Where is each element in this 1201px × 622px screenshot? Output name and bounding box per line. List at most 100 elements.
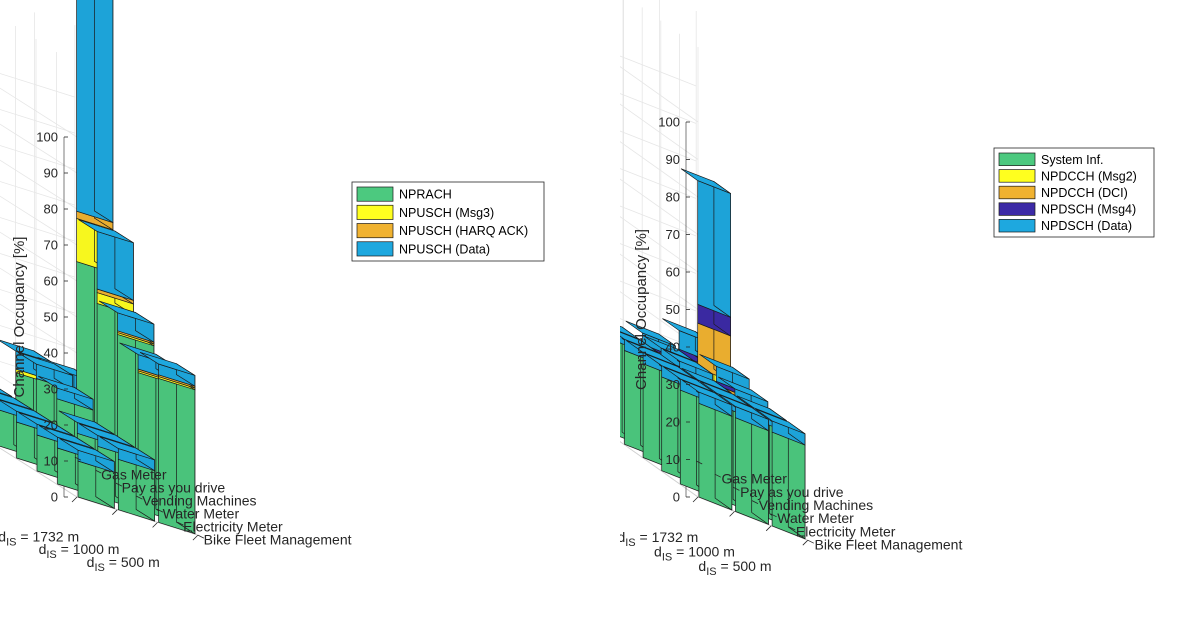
bar-top [59, 438, 115, 462]
z-tick-label: 60 [666, 265, 680, 280]
z-tick-label: 0 [51, 490, 58, 505]
legend-entry: NPDSCH (Msg4) [1041, 203, 1136, 217]
application-label: Bike Fleet Management [815, 537, 963, 553]
application-label: Water Meter [777, 510, 854, 526]
bar-top [78, 219, 134, 244]
z-tick-label: 10 [666, 452, 680, 467]
application-label: Water Meter [163, 506, 240, 522]
distance-label: dIS = 1732 m [620, 529, 698, 549]
bar-top [0, 393, 33, 410]
bar-top [0, 399, 53, 423]
bar-top [755, 408, 806, 435]
application-label: Pay as you drive [122, 480, 226, 496]
legend-swatch [998, 185, 1036, 200]
legend-entry: NPDCCH (DCI) [1041, 186, 1128, 200]
distance-label: dIS = 1732 m [0, 528, 79, 548]
y-axis-label: Channel Occupancy [%] [633, 229, 650, 390]
z-tick-label: 90 [44, 166, 58, 181]
y-axis-label: Channel Occupancy [%] [11, 237, 28, 398]
legend-entry: NPUSCH (Data) [399, 242, 490, 256]
bar-top [717, 376, 769, 403]
bar-top [663, 366, 714, 393]
z-tick-label: 100 [36, 130, 58, 145]
z-tick-label: 70 [666, 227, 680, 242]
bar-stack [99, 436, 155, 522]
bar-top [98, 300, 155, 325]
distance-label: dIS = 1000 m [39, 541, 120, 561]
bar-segment-side [94, 0, 114, 224]
legend-entry: NPUSCH (Msg3) [399, 206, 494, 220]
application-label: Gas Meter [101, 467, 167, 483]
bar-stack [718, 394, 769, 526]
bar-top [681, 367, 732, 394]
distance-label: dIS = 500 m [698, 558, 771, 578]
legend-entry: NPDSCH (Data) [1041, 219, 1132, 233]
bar-top [644, 353, 695, 379]
legend: NPRACH NPUSCH (Msg3) NPUSCH (HARQ ACK) NPUS… [351, 181, 545, 262]
z-tick-label: 50 [44, 310, 58, 325]
bar-top [699, 354, 750, 380]
z-tick-label: 50 [666, 302, 680, 317]
bar-top [17, 352, 73, 376]
application-label: Bike Fleet Management [204, 532, 352, 548]
distance-label: dIS = 500 m [87, 554, 160, 574]
z-tick-label: 30 [44, 382, 58, 397]
legend-swatch [998, 219, 1036, 233]
bar-top [718, 394, 769, 420]
application-label: Electricity Meter [796, 523, 896, 539]
bar-top [58, 410, 114, 435]
z-tick-label: 10 [44, 454, 58, 469]
legend-swatch [356, 241, 394, 257]
application-label: Pay as you drive [740, 484, 844, 500]
bar-top [38, 375, 94, 400]
z-tick-label: 80 [666, 190, 680, 205]
legend-entry: NPRACH [399, 188, 452, 202]
chart-right: 0 10 20 30 40 50 60 70 80 90 100 Channel Occupancy … [620, 0, 1155, 578]
bar-segment-side [714, 403, 733, 511]
z-tick-label: 40 [44, 346, 58, 361]
legend-swatch [998, 202, 1036, 216]
bar-top [0, 388, 12, 397]
bar-top [680, 168, 731, 194]
distance-label: dIS = 1000 m [654, 544, 735, 564]
legend: System Inf. NPDCCH (Msg2) NPDCCH (DCI) NPDS… [993, 147, 1155, 238]
z-tick-label: 40 [666, 340, 680, 355]
z-tick-label: 100 [658, 115, 680, 130]
application-label: Vending Machines [142, 493, 256, 509]
z-tick-label: 0 [673, 490, 680, 505]
bar-segment-side [713, 180, 731, 318]
bar-top [662, 349, 713, 375]
legend-swatch [998, 152, 1036, 166]
bar-top [625, 320, 676, 347]
bar-top [620, 325, 640, 340]
bar-top [99, 436, 155, 461]
z-tick-label: 30 [666, 377, 680, 392]
bar-top [79, 423, 135, 448]
legend-swatch [998, 169, 1036, 183]
bar-top [699, 381, 751, 407]
application-label: Gas Meter [722, 471, 788, 487]
legend-swatch [356, 223, 394, 239]
application-label: Vending Machines [759, 497, 873, 513]
chart-left: 0 10 20 30 40 50 60 70 80 90 100 Channel Occupancy … [0, 0, 545, 574]
z-tick-label: 60 [44, 274, 58, 289]
bar-top [139, 351, 196, 376]
bar-top [644, 335, 695, 362]
legend-entry: NPDCCH (Msg2) [1041, 169, 1137, 183]
application-label: Electricity Meter [183, 519, 283, 535]
bar-top [620, 331, 658, 353]
bar-top [18, 412, 74, 436]
bar-top [38, 425, 94, 449]
z-tick-label: 20 [44, 418, 58, 433]
bar-stack [755, 408, 806, 540]
z-tick-label: 80 [44, 202, 58, 217]
z-tick-label: 20 [666, 415, 680, 430]
bar-stack [681, 379, 733, 511]
bar-top [626, 340, 677, 366]
legend-swatch [356, 186, 394, 202]
bar-stack [139, 351, 196, 535]
legend-entry: NPUSCH (HARQ ACK) [399, 224, 528, 238]
legend-entry: System Inf. [1041, 153, 1104, 167]
z-tick-label: 70 [44, 238, 58, 253]
